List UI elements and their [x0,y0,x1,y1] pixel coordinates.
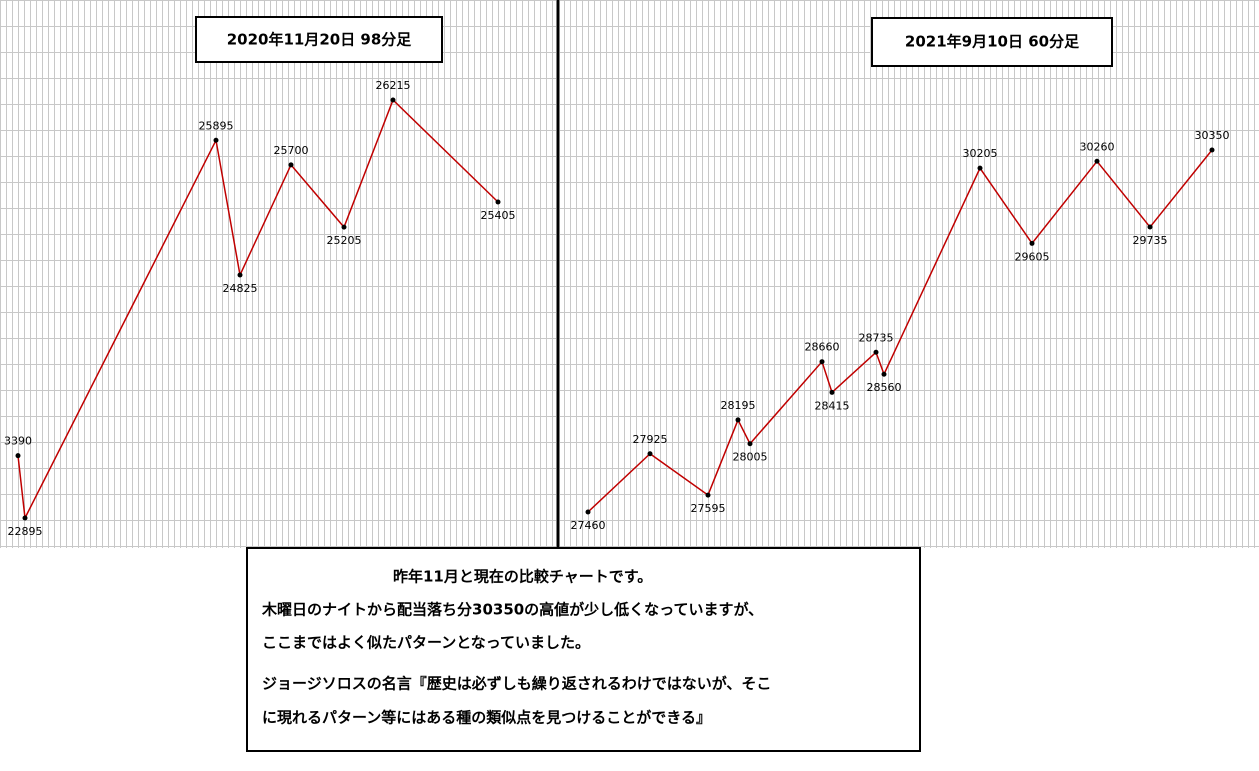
swing-point [977,165,983,171]
data-label: 30350 [1195,129,1230,142]
left-plot-bg [0,0,556,548]
swing-point [1094,158,1100,164]
swing-point [705,492,711,498]
comment-line: ジョージソロスの名言『歴史は必ずしも繰り返されるわけではないが、そこ [262,675,771,693]
data-label: 28560 [867,381,902,394]
comment-line: 木曜日のナイトから配当落ち分30350の高値が少し低くなっていますが、 [261,601,763,619]
chart-title: 2021年9月10日 60分足 [905,33,1080,51]
data-label: 27925 [633,433,668,446]
data-label: 25700 [274,144,309,157]
swing-point [341,224,347,230]
data-label: 25895 [199,119,234,132]
data-label: 24825 [223,282,258,295]
data-label: 30260 [1080,140,1115,153]
swing-point [213,137,219,143]
data-label: 28005 [733,451,768,464]
right-plot-bg [560,0,1259,548]
swing-point [288,162,294,168]
swing-point [829,389,835,395]
swing-point [647,451,653,457]
title-box [871,17,1113,67]
data-label: 25205 [327,234,362,247]
comment-line: に現れるパターン等にはある種の類似点を見つけることができる』 [262,709,711,727]
price-line [587,149,1213,513]
swing-point [1209,147,1215,153]
swing-point [390,97,396,103]
price-line [17,98,499,521]
title-box [195,16,443,63]
swing-point [495,199,501,205]
swing-point [1147,224,1153,230]
data-label: 22895 [8,525,43,538]
comment-box [246,547,921,752]
data-label: 28660 [805,341,840,354]
data-label: 26215 [376,79,411,92]
swing-point [585,509,591,515]
swing-point [819,359,825,365]
swing-point [747,441,753,447]
comment-line: 昨年11月と現在の比較チャートです。 [393,568,652,586]
data-label: 29735 [1133,234,1168,247]
swing-point [15,453,21,459]
data-label: 30205 [963,147,998,160]
data-label: 28735 [859,331,894,344]
swing-point [873,349,879,355]
data-label: 3390 [4,435,32,448]
chart-title: 2020年11月20日 98分足 [227,31,413,49]
swing-point [22,515,28,521]
data-label: 25405 [481,209,516,222]
swing-point [735,417,741,423]
data-label: 29605 [1015,250,1050,263]
comment-line: ここまではよく似たパターンとなっていました。 [262,634,590,652]
swing-point [237,272,243,278]
swing-point [1029,240,1035,246]
data-label: 28195 [721,399,756,412]
data-label: 28415 [815,399,850,412]
data-label: 27595 [691,502,726,515]
swing-point [881,371,887,377]
data-label: 27460 [571,519,606,532]
